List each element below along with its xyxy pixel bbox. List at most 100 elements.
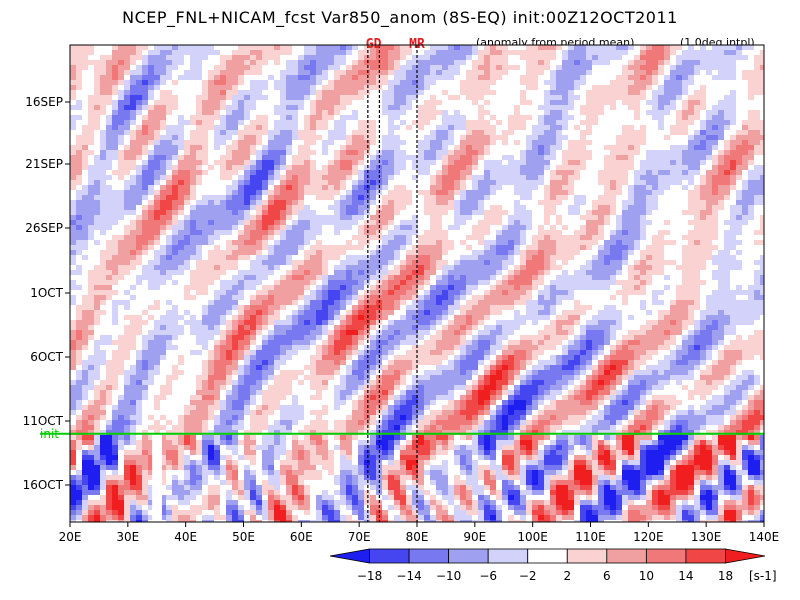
- field-cell: [238, 110, 245, 116]
- field-cell: [586, 255, 593, 261]
- field-cell: [424, 240, 431, 246]
- field-cell: [424, 245, 431, 251]
- field-cell: [220, 125, 227, 131]
- field-cell: [166, 145, 173, 151]
- field-cell: [544, 230, 551, 236]
- field-cell: [238, 210, 245, 216]
- field-cell: [400, 145, 407, 151]
- field-cell: [526, 190, 533, 196]
- field-cell: [598, 210, 605, 216]
- field-cell: [316, 205, 323, 211]
- field-cell: [352, 240, 359, 246]
- field-cell: [652, 185, 659, 191]
- field-cell: [274, 175, 281, 181]
- field-cell: [730, 100, 737, 106]
- field-cell: [100, 70, 107, 76]
- field-cell: [538, 180, 545, 186]
- field-cell: [418, 145, 425, 151]
- field-cell: [208, 150, 215, 156]
- field-cell: [286, 85, 293, 91]
- field-cell: [226, 70, 233, 76]
- field-cell: [520, 90, 527, 96]
- field-cell: [346, 255, 353, 261]
- field-cell: [220, 110, 227, 116]
- field-cell: [574, 230, 581, 236]
- field-cell: [244, 70, 251, 76]
- field-cell: [610, 110, 617, 116]
- field-cell: [466, 175, 473, 181]
- field-cell: [394, 150, 401, 156]
- field-cell: [700, 190, 707, 196]
- field-cell: [76, 70, 83, 76]
- field-cell: [508, 100, 515, 106]
- field-cell: [172, 180, 179, 186]
- field-cell: [652, 165, 659, 171]
- field-cell: [466, 230, 473, 236]
- field-cell: [388, 45, 395, 51]
- field-cell: [310, 145, 317, 151]
- field-cell: [598, 105, 605, 111]
- field-cell: [754, 80, 761, 86]
- field-cell: [736, 155, 743, 161]
- field-cell: [382, 240, 389, 246]
- field-cell: [400, 45, 407, 51]
- field-cell: [268, 100, 275, 106]
- field-cell: [286, 215, 293, 221]
- field-cell: [658, 150, 665, 156]
- field-cell: [694, 225, 701, 231]
- field-cell: [562, 250, 569, 256]
- field-cell: [346, 170, 353, 176]
- field-cell: [538, 75, 545, 81]
- field-cell: [88, 225, 95, 231]
- field-cell: [754, 160, 761, 166]
- field-cell: [514, 215, 521, 221]
- field-cell: [754, 170, 761, 176]
- field-cell: [748, 220, 755, 226]
- field-cell: [334, 225, 341, 231]
- field-cell: [526, 205, 533, 211]
- field-cell: [106, 220, 113, 226]
- field-cell: [388, 135, 395, 141]
- field-cell: [136, 155, 143, 161]
- field-cell: [658, 90, 665, 96]
- field-cell: [244, 65, 251, 71]
- field-cell: [574, 200, 581, 206]
- field-cell: [604, 200, 611, 206]
- field-cell: [592, 120, 599, 126]
- field-cell: [94, 195, 101, 201]
- field-cell: [82, 230, 89, 236]
- field-cell: [118, 135, 125, 141]
- field-cell: [730, 205, 737, 211]
- field-cell: [400, 220, 407, 226]
- field-cell: [334, 115, 341, 121]
- field-cell: [142, 225, 149, 231]
- field-cell: [442, 160, 449, 166]
- field-cell: [526, 95, 533, 101]
- field-cell: [406, 120, 413, 126]
- field-cell: [466, 75, 473, 81]
- field-cell: [82, 120, 89, 126]
- field-cell: [616, 170, 623, 176]
- field-cell: [604, 210, 611, 216]
- field-cell: [244, 60, 251, 66]
- field-cell: [232, 80, 239, 86]
- field-cell: [142, 155, 149, 161]
- field-cell: [208, 85, 215, 91]
- field-cell: [280, 185, 287, 191]
- field-cell: [484, 155, 491, 161]
- field-cell: [424, 105, 431, 111]
- field-cell: [388, 130, 395, 136]
- field-cell: [322, 200, 329, 206]
- field-cell: [652, 235, 659, 241]
- field-cell: [712, 215, 719, 221]
- field-cell: [388, 75, 395, 81]
- field-cell: [280, 115, 287, 121]
- field-cell: [706, 195, 713, 201]
- field-cell: [568, 60, 575, 66]
- field-cell: [424, 160, 431, 166]
- field-cell: [340, 80, 347, 86]
- field-cell: [532, 195, 539, 201]
- field-cell: [712, 195, 719, 201]
- field-cell: [520, 105, 527, 111]
- field-cell: [664, 75, 671, 81]
